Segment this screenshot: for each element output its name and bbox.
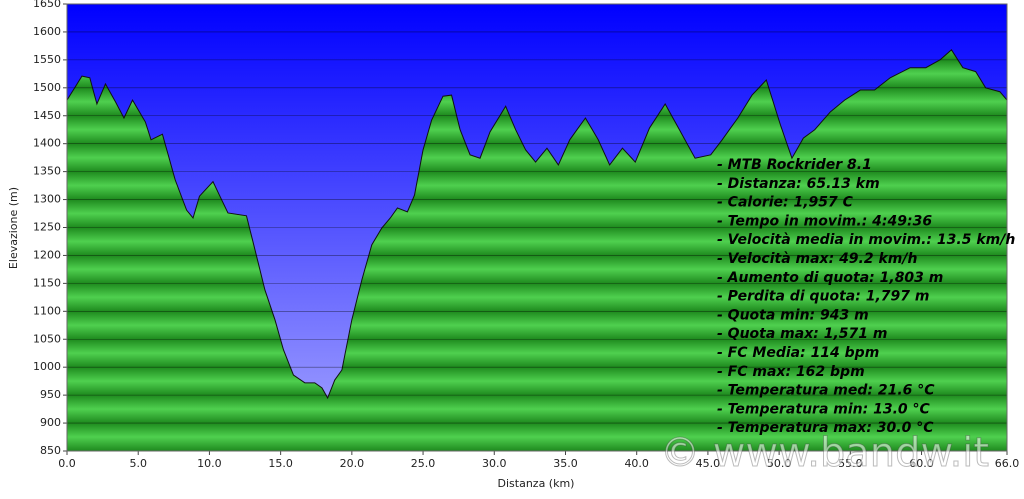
x-tick-label: 10.0 xyxy=(197,457,222,470)
x-tick-label: 20.0 xyxy=(340,457,365,470)
stat-line: - Tempo in movim.: 4:49:36 xyxy=(717,213,932,229)
x-tick-label: 15.0 xyxy=(268,457,293,470)
y-tick-label: 1150 xyxy=(33,276,61,289)
plot-frame xyxy=(66,3,1008,452)
plot-area xyxy=(66,3,1008,452)
watermark: © www.bandw.it xyxy=(660,430,989,476)
y-tick-label: 1050 xyxy=(33,332,61,345)
x-tick-label: 25.0 xyxy=(411,457,436,470)
elevation-area xyxy=(67,49,1007,451)
elevation-line xyxy=(66,49,1008,400)
stat-line: - Perdita di quota: 1,797 m xyxy=(717,289,929,305)
stat-line: - Temperatura min: 13.0 °C xyxy=(717,401,931,417)
y-tick-label: 1350 xyxy=(33,165,61,178)
y-axis-label: Elevazione (m) xyxy=(7,187,20,269)
stat-line: - Temperatura med: 21.6 °C xyxy=(717,383,935,399)
x-tick-label: 35.0 xyxy=(553,457,578,470)
y-tick-label: 1500 xyxy=(33,81,61,94)
x-tick-label: 50.0 xyxy=(767,457,792,470)
y-tick-label: 850 xyxy=(40,444,61,457)
stat-line: - Velocità max: 49.2 km/h xyxy=(717,251,917,267)
stat-line: - Aumento di quota: 1,803 m xyxy=(717,270,943,286)
y-tick-label: 1100 xyxy=(33,304,61,317)
x-tick-label: 40.0 xyxy=(624,457,649,470)
y-tick-label: 900 xyxy=(40,416,61,429)
stat-line: - Distanza: 65.13 km xyxy=(717,176,880,192)
y-tick-label: 1250 xyxy=(33,221,61,234)
y-tick-label: 1450 xyxy=(33,109,61,122)
stat-line: - MTB Rockrider 8.1 xyxy=(717,157,872,173)
stat-line: - Quota max: 1,571 m xyxy=(717,326,887,342)
stat-line: - Quota min: 943 m xyxy=(717,307,869,323)
y-tick-label: 1200 xyxy=(33,248,61,261)
stat-line: - Velocità media in movim.: 13.5 km/h xyxy=(717,232,1015,248)
x-tick-label: 45.0 xyxy=(696,457,721,470)
y-tick-label: 1550 xyxy=(33,53,61,66)
stat-line: - Calorie: 1,957 C xyxy=(717,195,854,211)
y-tick-label: 1300 xyxy=(33,193,61,206)
x-tick-label: 30.0 xyxy=(482,457,507,470)
x-tick-label: 0.0 xyxy=(58,457,76,470)
y-tick-label: 1650 xyxy=(33,0,61,10)
stat-line: - FC max: 162 bpm xyxy=(717,364,865,380)
x-tick-label: 5.0 xyxy=(129,457,147,470)
x-tick-label: 66.0 xyxy=(995,457,1020,470)
y-tick-label: 1600 xyxy=(33,25,61,38)
stat-line: - FC Media: 114 bpm xyxy=(717,345,879,361)
y-tick-label: 1400 xyxy=(33,137,61,150)
y-tick-label: 950 xyxy=(40,388,61,401)
y-tick-label: 1000 xyxy=(33,360,61,373)
x-tick-label: 60.0 xyxy=(909,457,934,470)
x-axis-label: Distanza (km) xyxy=(498,477,575,490)
x-tick-label: 55.0 xyxy=(838,457,863,470)
stat-line: - Temperatura max: 30.0 °C xyxy=(717,420,934,436)
